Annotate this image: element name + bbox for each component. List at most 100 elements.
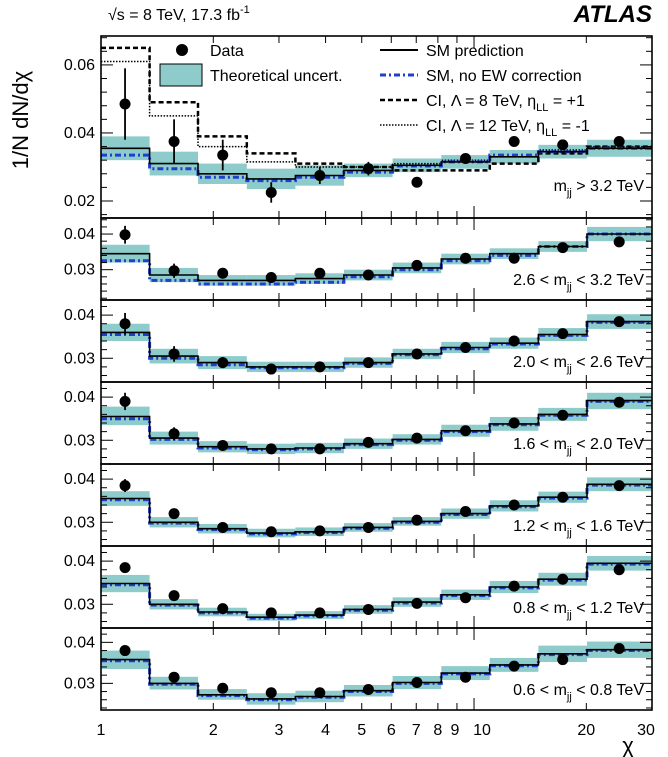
- y-tick-label: 0.03: [64, 675, 95, 692]
- legend-ci8-label: CI, Λ = 8 TeV, ηLL = +1: [426, 93, 585, 114]
- legend-band-label: Theoretical uncert.: [210, 68, 343, 85]
- y-tick-label: 0.04: [64, 125, 95, 142]
- data-point: [119, 480, 131, 492]
- data-point: [411, 514, 423, 526]
- data-point: [362, 603, 374, 615]
- data-point: [168, 348, 180, 360]
- data-point: [265, 443, 277, 455]
- data-point: [508, 135, 520, 147]
- panel-mass-label: 1.6 < mjj < 2.0 TeV: [513, 436, 644, 457]
- data-point: [460, 152, 472, 164]
- y-tick-label: 0.06: [64, 57, 95, 74]
- data-point: [217, 357, 229, 369]
- data-point: [265, 363, 277, 375]
- data-point: [508, 499, 520, 511]
- y-tick-label: 0.04: [64, 471, 95, 488]
- panel-mass-label: mjj > 3.2 TeV: [554, 178, 645, 199]
- data-point: [362, 163, 374, 175]
- data-point: [411, 677, 423, 689]
- data-point: [613, 236, 625, 248]
- data-point: [557, 573, 569, 585]
- data-point: [217, 267, 229, 279]
- data-point: [217, 439, 229, 451]
- data-point: [314, 687, 326, 699]
- data-point: [613, 135, 625, 147]
- data-point: [411, 597, 423, 609]
- data-point: [168, 508, 180, 520]
- data-point: [168, 590, 180, 602]
- sm-curve: [101, 233, 652, 282]
- legend-band-swatch: [159, 63, 203, 87]
- data-point: [168, 135, 180, 147]
- x-tick-label: 6: [387, 722, 396, 739]
- y-tick-label: 0.04: [64, 553, 95, 570]
- data-point: [613, 396, 625, 408]
- y-tick-label: 0.04: [64, 307, 95, 324]
- data-point: [557, 409, 569, 421]
- data-point: [460, 592, 472, 604]
- legend-data-label: Data: [210, 43, 244, 60]
- x-tick-label: 1: [97, 722, 106, 739]
- x-tick-label: 8: [433, 722, 442, 739]
- x-tick-label: 9: [451, 722, 460, 739]
- x-tick-label: 30: [637, 722, 655, 739]
- data-point: [362, 521, 374, 533]
- panel-5: 0.03 0.04 0.8 < mjj < 1.2 TeV: [64, 545, 653, 629]
- data-point: [217, 149, 229, 161]
- panel-mass-label: 2.6 < mjj < 3.2 TeV: [513, 272, 644, 293]
- sm-curve: [101, 320, 652, 368]
- data-point: [314, 525, 326, 537]
- panel-1: 0.03 0.04 2.6 < mjj < 3.2 TeV: [64, 217, 653, 301]
- data-point: [460, 505, 472, 517]
- data-point: [411, 432, 423, 444]
- data-point: [613, 643, 625, 654]
- panel-frame: [100, 627, 653, 711]
- data-point: [217, 682, 229, 694]
- data-point: [265, 687, 277, 699]
- data-point: [411, 348, 423, 360]
- data-point: [557, 491, 569, 503]
- data-point: [362, 436, 374, 448]
- data-point: [314, 361, 326, 373]
- panel-6: 0.03 0.04 0.6 < mjj < 0.8 TeV: [64, 627, 653, 711]
- x-tick-label: 20: [577, 722, 595, 739]
- data-point: [265, 272, 277, 284]
- data-point: [508, 417, 520, 429]
- data-point: [217, 521, 229, 533]
- data-point: [613, 564, 625, 576]
- data-point: [557, 139, 569, 151]
- y-tick-label: 0.03: [64, 514, 95, 531]
- data-point: [508, 252, 520, 264]
- data-point: [168, 671, 180, 683]
- data-point: [557, 242, 569, 254]
- data-point: [508, 335, 520, 347]
- data-point: [460, 341, 472, 353]
- data-point: [119, 98, 131, 110]
- x-tick-label: 4: [321, 722, 330, 739]
- data-point: [411, 259, 423, 271]
- legend-sm-no-ew-label: SM, no EW correction: [426, 68, 582, 85]
- data-point: [119, 229, 131, 241]
- data-point: [362, 684, 374, 695]
- data-point: [557, 328, 569, 340]
- panel-mass-label: 2.0 < mjj < 2.6 TeV: [513, 354, 644, 375]
- panel-0: 0.02 0.04 0.06 mjj > 3.2 TeV: [64, 35, 653, 219]
- data-point: [314, 443, 326, 455]
- data-point: [265, 526, 277, 538]
- panel-mass-label: 0.8 < mjj < 1.2 TeV: [513, 600, 644, 621]
- data-point: [217, 603, 229, 615]
- panel-4: 0.03 0.04 1.2 < mjj < 1.6 TeV: [64, 463, 653, 547]
- y-tick-label: 0.02: [64, 193, 95, 210]
- y-tick-label: 0.03: [64, 262, 95, 279]
- data-point: [508, 660, 520, 672]
- data-point: [265, 186, 277, 198]
- y-tick-label: 0.03: [64, 596, 95, 613]
- x-tick-labels: 1 2 3 4 5 6 7 8 9 10 20 30: [97, 722, 655, 739]
- legend-ci12-label: CI, Λ = 12 TeV, ηLL = -1: [426, 118, 590, 139]
- panel-mass-label: 0.6 < mjj < 0.8 TeV: [513, 682, 644, 703]
- x-axis-title: χ: [622, 733, 634, 757]
- legend-sm-label: SM prediction: [426, 43, 524, 60]
- data-point: [613, 480, 625, 492]
- data-point: [557, 654, 569, 666]
